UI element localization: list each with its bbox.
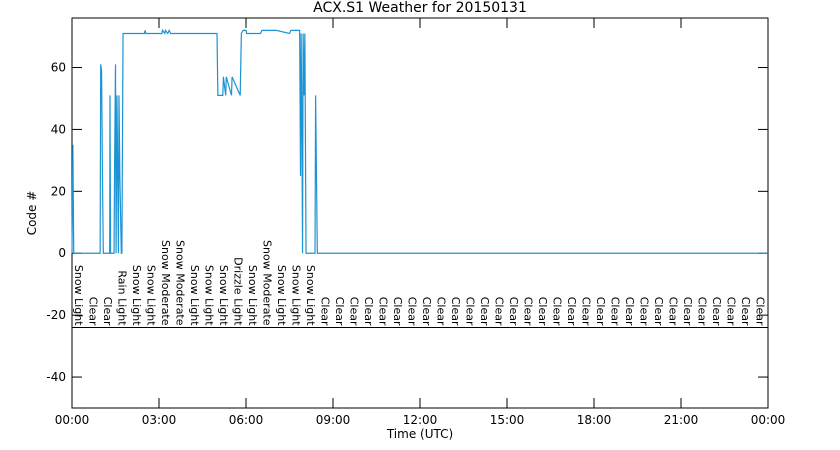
weather-label: Clear [667,297,680,326]
weather-label: Clear [681,297,694,326]
weather-label: Clear [609,297,622,326]
weather-label: Drizzle Light [232,257,245,326]
weather-label: Clear [391,297,404,326]
weather-label: Clear [580,297,593,326]
y-tick-label: -20 [46,308,66,322]
weather-label: Clear [522,297,535,326]
weather-label: Rain Light [116,270,129,326]
x-tick-label: 12:00 [403,413,438,427]
y-tick-label: 0 [58,246,66,260]
weather-label: Clear [739,297,752,326]
weather-label: Clear [507,297,520,326]
y-tick-label: 40 [51,122,66,136]
weather-label: Clear [565,297,578,326]
weather-label: Snow Moderate [159,240,172,326]
x-tick-label: 21:00 [664,413,699,427]
x-axis-label: Time (UTC) [386,427,453,441]
weather-label: Clear [551,297,564,326]
weather-label: Snow Light [130,265,143,326]
y-tick-label: 20 [51,184,66,198]
weather-label: Snow Light [275,265,288,326]
data-line [71,28,768,254]
weather-label: Snow Light [246,265,259,326]
weather-label: Snow Light [72,265,85,326]
x-tick-label: 03:00 [142,413,177,427]
chart-title: ACX.S1 Weather for 20150131 [313,0,527,16]
weather-label: Clear [710,297,723,326]
weather-label: Snow Light [203,265,216,326]
weather-label: Snow Light [145,265,158,326]
y-tick-label: -40 [46,370,66,384]
y-tick-label: 60 [51,61,66,75]
x-tick-label: 15:00 [490,413,525,427]
weather-label: Clear [623,297,636,326]
weather-label: Snow Moderate [261,240,274,326]
weather-label: Clear [638,297,651,326]
weather-label: Clear [594,297,607,326]
weather-label: Clear [348,297,361,326]
weather-label: Snow Light [304,265,317,326]
x-tick-label: 00:00 [751,413,786,427]
plot-frame [71,17,769,409]
weather-label: Clear [754,297,767,326]
weather-label: Clear [319,297,332,326]
x-tick-label: 09:00 [316,413,351,427]
weather-label: Clear [377,297,390,326]
weather-label: Clear [725,297,738,326]
weather-label: Clear [536,297,549,326]
weather-label: Clear [449,297,462,326]
x-tick-label: 00:00 [55,413,90,427]
weather-label: Clear [362,297,375,326]
weather-label: Clear [493,297,506,326]
weather-label: Clear [406,297,419,326]
y-axis-label: Code # [25,191,39,236]
weather-label: Clear [435,297,448,326]
weather-label: Clear [478,297,491,326]
weather-label: Snow Light [290,265,303,326]
weather-label: Clear [333,297,346,326]
weather-label: Clear [420,297,433,326]
weather-label: Clear [652,297,665,326]
weather-label: Clear [101,297,114,326]
weather-label: Clear [87,297,100,326]
weather-label: Snow Light [188,265,201,326]
weather-label: Snow Light [217,265,230,326]
weather-label: Snow Moderate [174,240,187,326]
weather-label: Clear [696,297,709,326]
x-tick-label: 06:00 [229,413,264,427]
x-tick-label: 18:00 [577,413,612,427]
weather-label: Clear [464,297,477,326]
